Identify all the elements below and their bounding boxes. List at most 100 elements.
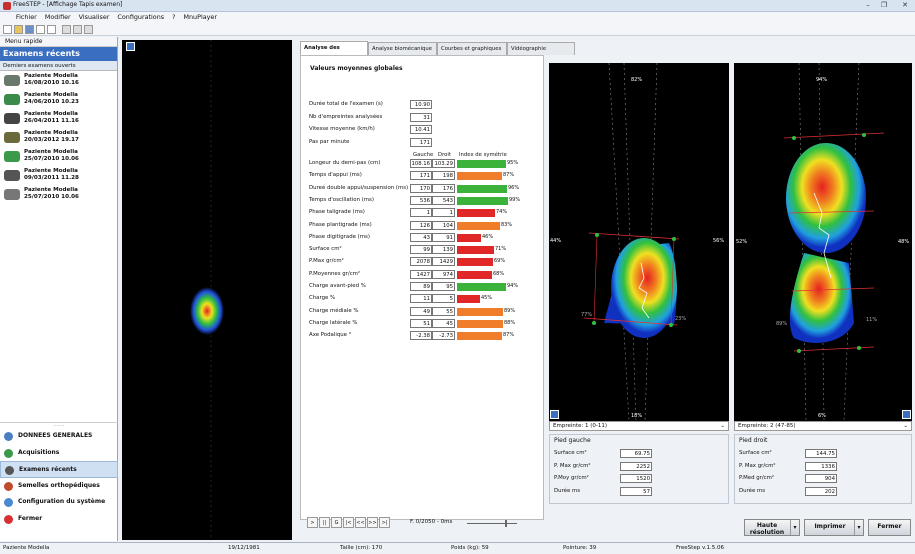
right-value[interactable]: 91 — [432, 232, 455, 242]
measure-value[interactable]: 1336 — [805, 461, 837, 471]
left-value[interactable]: 1427 — [410, 269, 432, 279]
doc-menu-icon[interactable] — [0, 13, 10, 22]
save-icon[interactable] — [25, 25, 34, 34]
tab-videographie[interactable]: Vidéographie — [507, 42, 575, 55]
measure-value[interactable]: 2252 — [620, 461, 652, 471]
pause-button[interactable]: || — [319, 517, 330, 528]
right-value[interactable]: 543 — [432, 195, 455, 205]
tab-analyse-biomecanique[interactable]: Analyse biomécanique — [368, 42, 437, 55]
right-footprint-selector[interactable]: Empreinte: 2 (47-85) ⌄ — [734, 421, 912, 431]
general-value[interactable]: 31 — [410, 112, 432, 122]
right-value[interactable]: 104 — [432, 220, 455, 230]
last-frame-button[interactable]: >| — [379, 517, 390, 528]
cut-icon[interactable] — [62, 25, 71, 34]
paste-icon[interactable] — [84, 25, 93, 34]
first-frame-button[interactable]: |< — [343, 517, 354, 528]
refresh-icon[interactable] — [126, 42, 135, 51]
general-value[interactable]: 10.90 — [410, 100, 432, 109]
print-icon[interactable] — [36, 25, 45, 34]
preview-icon[interactable] — [47, 25, 56, 34]
right-value[interactable]: 974 — [432, 269, 455, 279]
exam-item[interactable]: Paziente Modella 09/03/2011 11.28 — [0, 166, 117, 185]
left-value[interactable]: 170 — [410, 183, 432, 193]
refresh-icon[interactable] — [902, 410, 911, 419]
nav-donnees-generales[interactable]: DONNEES GENERALES — [0, 428, 118, 445]
maximize-icon[interactable]: ❐ — [880, 1, 888, 9]
hires-button[interactable]: Haute résolution ▾ — [744, 519, 800, 536]
timeline-slider[interactable] — [467, 523, 517, 524]
general-value[interactable]: 10.41 — [410, 125, 432, 134]
left-value[interactable]: 536 — [410, 195, 432, 205]
tab-courbes[interactable]: Courbes et graphiques — [437, 42, 507, 55]
right-value[interactable]: 55 — [432, 306, 455, 316]
exam-item[interactable]: Paziente Modella 16/08/2010 10.16 — [0, 71, 117, 90]
rewind-button[interactable]: << — [355, 517, 366, 528]
menu-configurations[interactable]: Configurations — [117, 13, 165, 21]
nav-acquisitions[interactable]: Acquisitions — [0, 445, 118, 462]
right-value[interactable]: 1 — [432, 208, 455, 218]
open-icon[interactable] — [14, 25, 23, 34]
slider-handle[interactable] — [505, 520, 507, 527]
left-value[interactable]: 43 — [410, 232, 432, 242]
measure-value[interactable]: 1520 — [620, 474, 652, 483]
menu-modifier[interactable]: Modifier — [44, 13, 71, 21]
right-value[interactable]: 1429 — [432, 257, 455, 267]
measure-value[interactable]: 69.75 — [620, 449, 652, 458]
nav-fermer[interactable]: Fermer — [0, 511, 118, 528]
menu-player[interactable]: MnuPlayer — [183, 13, 217, 21]
right-value[interactable]: -2.73 — [432, 331, 455, 341]
left-value[interactable]: -2.38 — [410, 331, 432, 341]
left-value[interactable]: 89 — [410, 282, 432, 291]
print-button[interactable]: Imprimer ▾ — [804, 519, 864, 536]
measure-value[interactable]: 202 — [805, 486, 837, 496]
menu-help[interactable]: ? — [172, 13, 176, 21]
left-value[interactable]: 51 — [410, 318, 432, 328]
general-value[interactable]: 171 — [410, 137, 432, 147]
left-value[interactable]: 49 — [410, 306, 432, 316]
close-button[interactable]: Fermer — [868, 519, 911, 536]
exam-item[interactable]: Paziente Modella 25/07/2010 10.06 — [0, 185, 117, 204]
close-icon[interactable]: ✕ — [902, 1, 908, 9]
copy-icon[interactable] — [73, 25, 82, 34]
left-value[interactable]: 2078 — [410, 257, 432, 267]
play-button[interactable]: > — [307, 517, 318, 528]
menu-visualiser[interactable]: Visualiser — [78, 13, 110, 21]
right-value[interactable]: 45 — [432, 318, 455, 328]
right-value[interactable]: 5 — [432, 294, 455, 304]
left-value[interactable]: 108.16 — [410, 159, 432, 168]
new-icon[interactable] — [3, 25, 12, 34]
exam-item[interactable]: Paziente Modella 24/06/2010 10.23 — [0, 90, 117, 109]
right-value[interactable]: 176 — [432, 183, 455, 193]
exam-item[interactable]: Paziente Modella 26/04/2011 11.16 — [0, 109, 117, 128]
exam-item[interactable]: Paziente Modella 20/03/2012 19.17 — [0, 128, 117, 147]
right-value[interactable]: 95 — [432, 282, 455, 291]
left-value[interactable]: 11 — [410, 294, 432, 304]
left-value[interactable]: 126 — [410, 220, 432, 230]
splitter-handle[interactable]: ······· — [0, 422, 118, 429]
goto-button[interactable]: G — [331, 517, 342, 528]
right-value[interactable]: 103.29 — [432, 159, 455, 168]
nav-semelles[interactable]: Semelles orthopédiques — [0, 478, 118, 495]
left-foot-map[interactable]: 82% 44% 56% 77% 23% 18% — [549, 63, 729, 421]
right-value[interactable]: 139 — [432, 245, 455, 255]
minimize-icon[interactable]: – — [866, 1, 870, 9]
nav-configuration[interactable]: Configuration du système — [0, 494, 118, 511]
measure-value[interactable]: 144.75 — [805, 449, 837, 458]
right-foot-map[interactable]: 94% 52% 48% 89% 11% 6% — [734, 63, 912, 421]
chevron-down-icon[interactable]: ▾ — [854, 520, 863, 535]
right-value[interactable]: 198 — [432, 171, 455, 181]
left-value[interactable]: 171 — [410, 171, 432, 181]
left-footprint-selector[interactable]: Empreinte: 1 (0-11) ⌄ — [549, 421, 729, 431]
exam-item[interactable]: Paziente Modella 25/07/2010 10.06 — [0, 147, 117, 166]
left-value[interactable]: 1 — [410, 208, 432, 218]
tab-analyse-empreintes[interactable]: Analyse des emprei... — [300, 41, 368, 63]
forward-button[interactable]: >> — [367, 517, 378, 528]
refresh-icon[interactable] — [550, 410, 559, 419]
measure-value[interactable]: 904 — [805, 474, 837, 483]
treadmill-viewer[interactable] — [122, 40, 292, 540]
measure-value[interactable]: 57 — [620, 486, 652, 496]
menu-fichier[interactable]: Fichier — [15, 13, 37, 21]
nav-examens-recents[interactable]: Examens récents — [0, 461, 118, 478]
left-value[interactable]: 99 — [410, 245, 432, 255]
chevron-down-icon[interactable]: ▾ — [790, 520, 799, 535]
